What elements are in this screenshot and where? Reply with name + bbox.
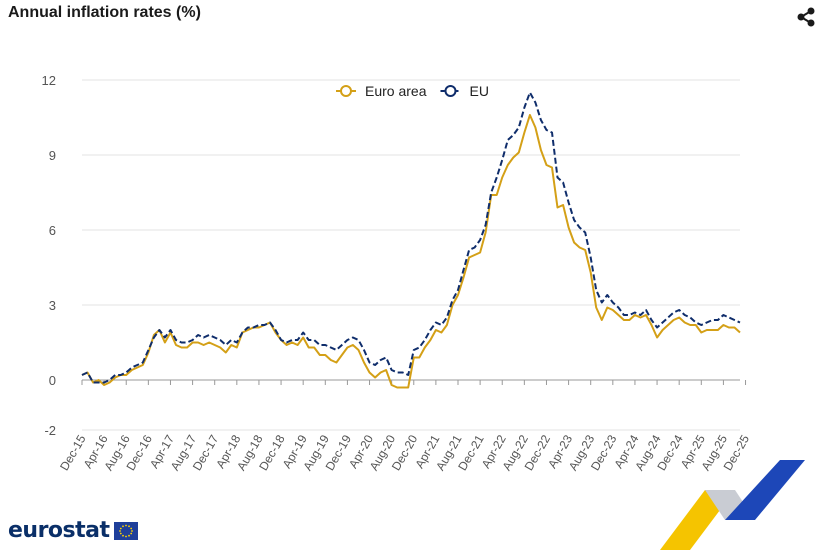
logo-text: eurostat bbox=[8, 518, 110, 543]
y-tick-label: 0 bbox=[49, 373, 56, 388]
chart-legend: Euro area EU bbox=[336, 83, 489, 99]
share-icon[interactable] bbox=[795, 6, 817, 28]
legend-label: EU bbox=[469, 83, 488, 99]
x-tick-label: Dec-15 bbox=[57, 432, 89, 473]
legend-item[interactable]: Euro area bbox=[336, 83, 427, 99]
y-axis-ticks: -2 0 3 6 9 12 bbox=[42, 73, 56, 438]
y-tick-label: 3 bbox=[49, 298, 56, 313]
y-tick-label: 12 bbox=[42, 73, 56, 88]
legend-marker bbox=[340, 85, 352, 97]
chart-title: Annual inflation rates (%) bbox=[8, 4, 201, 21]
chart-grid bbox=[82, 79, 740, 431]
chart-lines bbox=[81, 91, 741, 389]
brand-decoration bbox=[660, 460, 805, 550]
eurostat-logo: eurostat bbox=[8, 518, 138, 543]
eu-flag-icon bbox=[113, 521, 138, 540]
legend-label: Euro area bbox=[365, 83, 427, 99]
legend-item[interactable]: EU bbox=[440, 83, 489, 99]
y-tick-label: 9 bbox=[49, 148, 56, 163]
series-line-euro-area[interactable] bbox=[81, 114, 741, 389]
legend-marker bbox=[444, 85, 457, 97]
series-line-eu[interactable] bbox=[81, 91, 741, 384]
y-tick-label: -2 bbox=[44, 423, 56, 438]
y-tick-label: 6 bbox=[49, 223, 56, 238]
